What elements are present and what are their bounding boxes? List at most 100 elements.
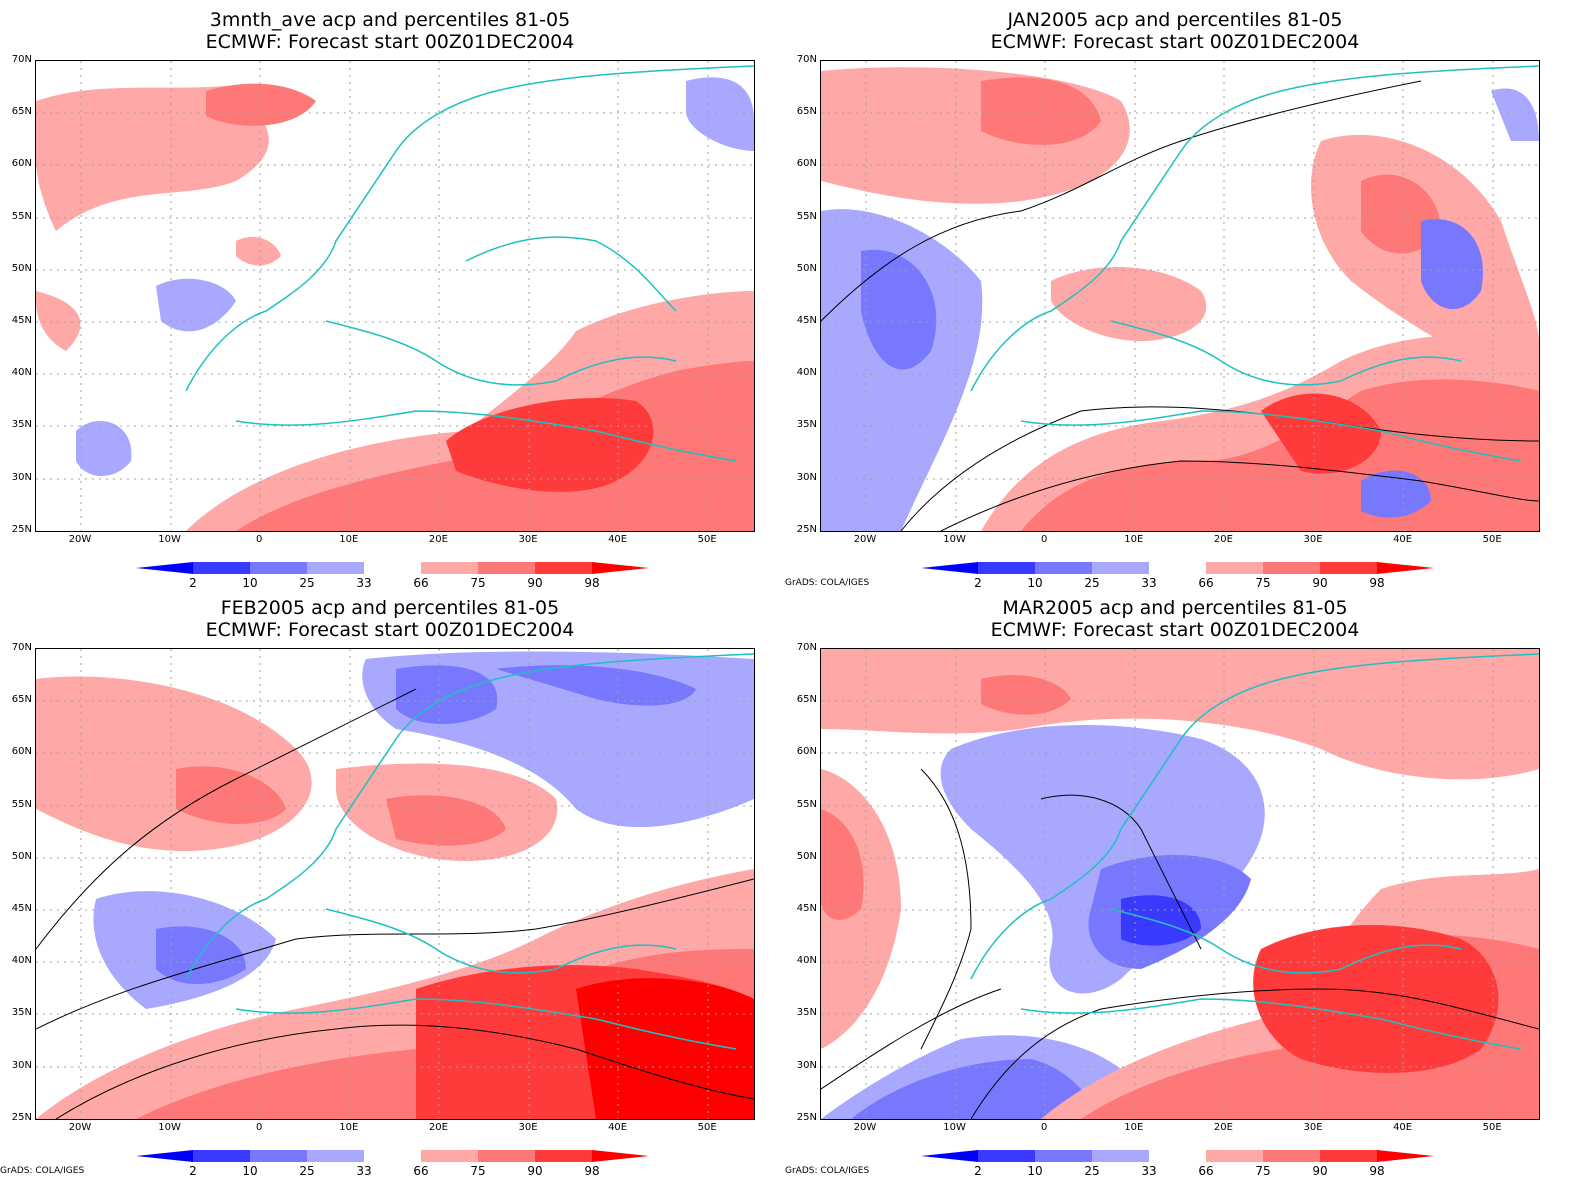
lat-tick-label: 30N [11, 1059, 32, 1071]
lon-tick-label: 50E [697, 534, 717, 545]
lat-tick-label: 25N [11, 523, 32, 535]
lon-tick-label: 30E [518, 534, 538, 545]
colorbar-label: 75 [470, 1164, 486, 1178]
colorbar-label: 10 [242, 576, 258, 590]
panel-jan2005: JAN2005 acp and percentiles 81-05 ECMWF:… [785, 0, 1565, 590]
lat-tick-label: 50N [11, 262, 32, 274]
panel-title: 3mnth_ave acp and percentiles 81-05 [209, 9, 571, 31]
colorbar-label: 75 [1255, 1164, 1271, 1178]
lat-tick-label: 65N [11, 694, 32, 706]
colorbar-label: 98 [584, 1164, 600, 1178]
colorbar-label: 90 [527, 1164, 543, 1178]
colorbar-label: 66 [413, 1164, 429, 1178]
colorbar-label: 25 [1084, 576, 1100, 590]
lat-tick-label: 25N [796, 523, 817, 535]
lon-tick-label: 40E [1393, 534, 1413, 545]
lat-tick-label: 45N [11, 903, 32, 914]
panel-subtitle: ECMWF: Forecast start 00Z01DEC2004 [205, 31, 575, 53]
map-area [35, 60, 755, 532]
lat-tick-label: 55N [796, 210, 817, 222]
colorbar-label: 90 [527, 576, 543, 590]
lat-tick-label: 50N [796, 262, 817, 274]
lon-tick-label: 0 [1041, 534, 1048, 545]
lat-tick-label: 30N [796, 471, 817, 483]
panel-title: MAR2005 acp and percentiles 81-05 [1002, 597, 1348, 619]
colorbar-label: 66 [1198, 1164, 1214, 1178]
colorbar-label: 98 [1369, 576, 1385, 590]
colorbar-label: 25 [299, 576, 315, 590]
colorbar: 2 10 25 33 66 75 90 98 [921, 562, 1451, 590]
lat-tick-label: 60N [796, 158, 817, 170]
map-area [35, 648, 755, 1120]
colorbar-label: 75 [470, 576, 486, 590]
lon-tick-label: 10E [339, 534, 359, 545]
colorbar-label: 2 [974, 1164, 982, 1178]
lat-tick-label: 55N [11, 210, 32, 222]
lat-tick-label: 40N [11, 367, 32, 379]
colorbar-label: 98 [1369, 1164, 1385, 1178]
lat-tick-label: 35N [796, 419, 817, 431]
lat-tick-label: 45N [11, 315, 32, 326]
lat-tick-label: 70N [11, 54, 32, 65]
panel-title: FEB2005 acp and percentiles 81-05 [220, 597, 560, 619]
credit-text: GrADS: COLA/IGES [0, 1166, 85, 1176]
lon-tick-label: 20E [428, 534, 448, 545]
lon-tick-label: 10W [943, 534, 966, 545]
lat-tick-label: 25N [796, 1111, 817, 1123]
lat-tick-label: 40N [11, 955, 32, 967]
lon-tick-label: 10W [158, 1122, 181, 1133]
map-area [820, 648, 1540, 1120]
lat-tick-label: 35N [796, 1007, 817, 1019]
lat-tick-label: 60N [11, 158, 32, 170]
lon-tick-label: 0 [1041, 1122, 1048, 1133]
panel-subtitle: ECMWF: Forecast start 00Z01DEC2004 [205, 619, 575, 641]
lon-tick-label: 40E [1393, 1122, 1413, 1133]
map-area [820, 60, 1540, 532]
panel-3mnth-ave: 3mnth_ave acp and percentiles 81-05 ECMW… [0, 0, 780, 590]
lon-tick-label: 20E [428, 1122, 448, 1133]
lon-tick-label: 50E [697, 1122, 717, 1133]
lon-tick-label: 30E [1303, 1122, 1323, 1133]
colorbar-label: 10 [1027, 1164, 1043, 1178]
colorbar-label: 2 [974, 576, 982, 590]
colorbar: 2 10 25 33 66 75 90 98 [921, 1150, 1451, 1178]
panel-subtitle: ECMWF: Forecast start 00Z01DEC2004 [990, 31, 1360, 53]
lat-tick-label: 70N [796, 54, 817, 65]
lon-tick-label: 20E [1213, 534, 1233, 545]
colorbar-label: 2 [189, 1164, 197, 1178]
lat-tick-label: 65N [796, 694, 817, 706]
colorbar-label: 10 [1027, 576, 1043, 590]
lat-tick-label: 55N [11, 798, 32, 810]
lat-tick-label: 30N [796, 1059, 817, 1071]
lat-tick-label: 60N [11, 746, 32, 758]
lat-tick-label: 45N [796, 903, 817, 914]
lon-tick-label: 10E [1124, 1122, 1144, 1133]
lon-tick-label: 20W [853, 1122, 877, 1133]
lon-tick-label: 30E [1303, 534, 1323, 545]
lat-tick-label: 40N [796, 367, 817, 379]
colorbar-label: 33 [356, 576, 372, 590]
lat-tick-label: 65N [796, 106, 817, 118]
lat-tick-label: 70N [796, 642, 817, 653]
lat-tick-label: 40N [796, 955, 817, 967]
lon-tick-label: 30E [518, 1122, 538, 1133]
panel-feb2005: FEB2005 acp and percentiles 81-05 ECMWF:… [0, 588, 780, 1178]
lat-tick-label: 55N [796, 798, 817, 810]
lon-tick-label: 20W [68, 534, 92, 545]
colorbar-label: 33 [1141, 576, 1157, 590]
lat-tick-label: 25N [11, 1111, 32, 1123]
colorbar-label: 33 [356, 1164, 372, 1178]
colorbar-label: 66 [1198, 576, 1214, 590]
colorbar-label: 98 [584, 576, 600, 590]
lon-tick-label: 40E [608, 1122, 628, 1133]
lon-tick-label: 20E [1213, 1122, 1233, 1133]
colorbar-label: 33 [1141, 1164, 1157, 1178]
colorbar-label: 2 [189, 576, 197, 590]
lat-tick-label: 70N [11, 642, 32, 653]
lon-tick-label: 0 [256, 1122, 263, 1133]
lat-tick-label: 50N [11, 850, 32, 862]
panel-subtitle: ECMWF: Forecast start 00Z01DEC2004 [990, 619, 1360, 641]
lat-tick-label: 60N [796, 746, 817, 758]
colorbar: 2 10 25 33 66 75 90 98 [136, 1150, 666, 1178]
lon-tick-label: 10E [1124, 534, 1144, 545]
